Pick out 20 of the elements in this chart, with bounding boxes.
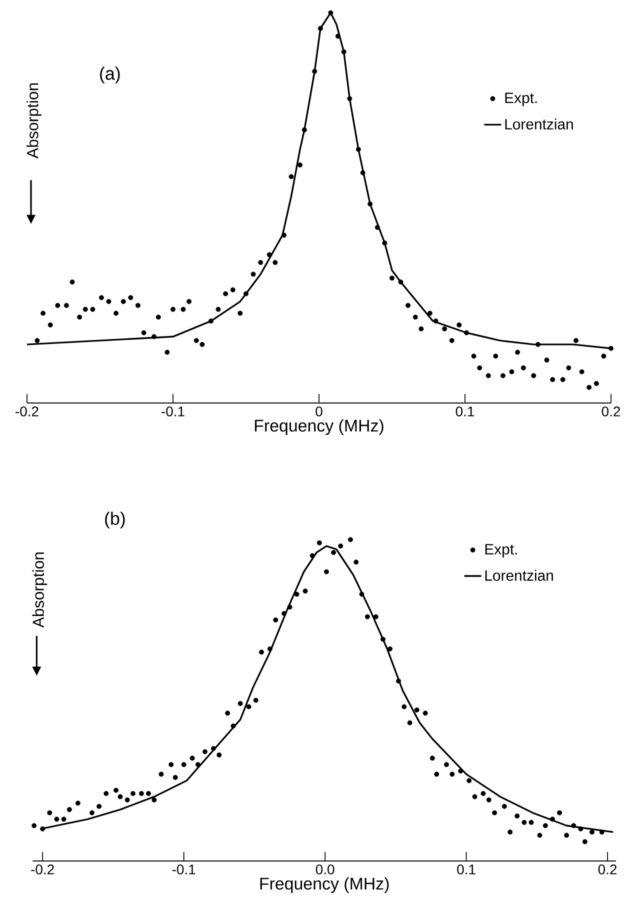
x-tick-label: 0.2 [602, 406, 620, 416]
legend-label: Expt. [485, 544, 517, 558]
x-axis-title: Frequency (MHz) [260, 877, 389, 894]
legend-label: Lorentzian [505, 118, 573, 130]
legend-label: Expt. [505, 92, 537, 106]
x-tick-label: -0.1 [162, 406, 184, 416]
chart-title: (b) [105, 512, 125, 528]
y-axis-title: Absorption [32, 552, 48, 628]
text: (a) [100, 66, 120, 84]
y-axis-title: Absorption [26, 83, 42, 158]
x-tick-label: 0.2 [598, 864, 617, 874]
x-tick-label: -0.2 [31, 864, 54, 874]
x-tick-label: -0.2 [16, 406, 38, 416]
x-axis-title: Frequency (MHz) [254, 419, 384, 436]
legend-label: Lorentzian [485, 570, 553, 581]
x-tick-label: 0.1 [457, 864, 476, 874]
x-tick-label: 0.0 [316, 864, 334, 874]
x-tick-label: 0 [316, 406, 322, 416]
x-tick-label: -0.1 [172, 864, 196, 874]
x-tick-label: 0.1 [456, 406, 474, 416]
